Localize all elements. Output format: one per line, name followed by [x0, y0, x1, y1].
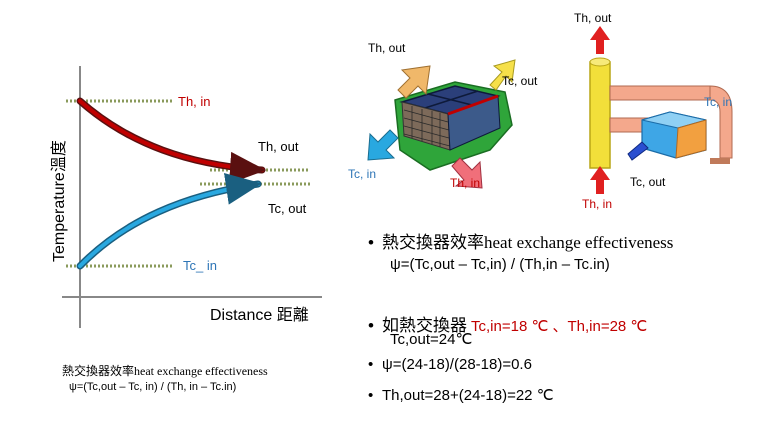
bullet-4: • Th,out=28+(24-18)=22 ℃ — [368, 386, 554, 404]
unit-b-label-th-in: Th, in — [582, 197, 612, 211]
bullet-1-line-1: • 熱交換器效率heat exchange effectiveness — [368, 228, 673, 253]
unit-a-label-tc-in: Tc, in — [348, 167, 376, 181]
bullet-2-line-2: Tc,out=24℃ — [390, 331, 473, 348]
label-th-in: Th, in — [178, 94, 211, 109]
graph-caption-formula: ψ=(Tc,out – Tc, in) / (Th, in – Tc.in) — [69, 381, 237, 393]
arrow-up-th-in — [590, 166, 610, 194]
unit-a-label-tc-out: Tc, out — [502, 74, 538, 88]
hot-fluid-curve — [76, 97, 266, 174]
unit-b-label-tc-in: Tc, in — [704, 95, 732, 109]
bullet-dot: • — [368, 387, 374, 404]
label-th-out: Th, out — [258, 139, 299, 154]
arrow-tc-out — [489, 59, 516, 91]
bullet-1-text: 熱交換器效率heat exchange effectiveness — [382, 233, 674, 252]
bullet-dot: • — [368, 316, 374, 335]
arrow-th-out — [397, 65, 431, 99]
hot-fluid-curve-fill — [78, 99, 266, 184]
label-tc-in: Tc_ in — [183, 258, 217, 273]
unit-a-label-th-in: Th, in — [450, 176, 480, 190]
bullet-dot: • — [368, 233, 374, 252]
bullet-1-line-2: ψ=(Tc,out – Tc,in) / (Th,in – Tc.in) — [390, 256, 610, 273]
unit-b-label-tc-out: Tc, out — [630, 175, 666, 189]
bullet-3-text: ψ=(24-18)/(28-18)=0.6 — [382, 356, 532, 373]
heat-exchanger-unit-a: Th, out Tc, out Tc, in Th, in — [348, 41, 538, 190]
bullet-2-prefix: 如熱交換器 — [382, 316, 467, 335]
cold-fluid-curve-fill — [78, 172, 262, 268]
bullet-2-line-1: • 如熱交換器 Tc,in=18 ℃ 、Th,in=28 ℃ — [368, 311, 647, 336]
label-tc-out: Tc, out — [268, 201, 307, 216]
blue-pipe — [627, 141, 649, 161]
unit-a-label-th-out: Th, out — [368, 41, 406, 55]
y-axis-label: Temperature溫度 — [50, 140, 68, 262]
bullet-3: • ψ=(24-18)/(28-18)=0.6 — [368, 356, 532, 373]
x-axis-label: Distance 距離 — [210, 306, 309, 324]
salmon-pipe-top — [609, 85, 711, 101]
bullet-4-text: Th,out=28+(24-18)=22 ℃ — [382, 387, 554, 404]
heat-exchanger-unit-b: Th, out Tc, in Tc, out Th, in — [574, 11, 733, 211]
arrow-tc-in — [367, 129, 399, 161]
bullet-2-highlight: Tc,in=18 ℃ 、Th,in=28 ℃ — [471, 318, 648, 335]
cold-fluid-curve — [76, 180, 262, 270]
temperature-distance-graph: Th, in Th, out Tc, out Tc_ in Temperatur… — [50, 66, 322, 328]
arrow-th-in — [451, 157, 483, 189]
bullet-dot: • — [368, 356, 374, 373]
graph-caption-title: 熱交換器效率heat exchange effectiveness — [62, 364, 268, 378]
arrow-up-th-out — [590, 26, 610, 54]
unit-b-label-th-out: Th, out — [574, 11, 612, 25]
yellow-pipe — [589, 61, 611, 169]
